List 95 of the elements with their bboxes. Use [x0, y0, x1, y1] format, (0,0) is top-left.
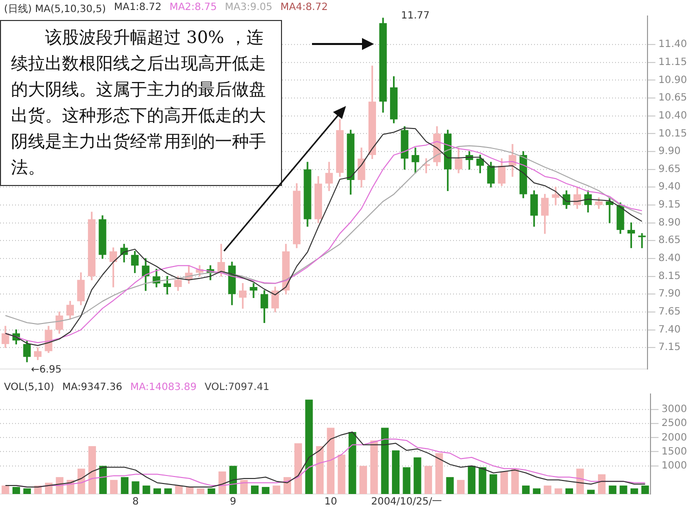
- y-tick-label: 1500: [662, 446, 688, 458]
- y-tick-label: 8.65: [658, 235, 681, 246]
- text: MA2:8.75: [169, 2, 217, 15]
- bar: [338, 454, 346, 494]
- y-tick-label: 7.15: [658, 342, 681, 354]
- y-tick-label: 9.15: [658, 200, 681, 211]
- y-tick-label: 9.65: [658, 164, 681, 175]
- bar: [240, 480, 248, 494]
- chart-title: VOL(5,10): [4, 382, 54, 393]
- bar: [120, 477, 128, 494]
- bar: [12, 486, 20, 494]
- bar: [392, 450, 400, 494]
- bar: [196, 488, 204, 494]
- bar: [608, 486, 616, 494]
- y-tick-label: 10.40: [658, 110, 688, 122]
- bar: [565, 488, 574, 494]
- y-tick-label: 8.90: [658, 217, 681, 228]
- chart-title: (日线) MA(5,10,30,5): [4, 2, 106, 16]
- bar: [142, 486, 150, 494]
- y-tick-label: 10.15: [658, 128, 688, 140]
- y-tick-label: 7.90: [658, 288, 681, 300]
- bar: [44, 482, 53, 494]
- bar: [132, 481, 140, 494]
- bar: [402, 467, 410, 494]
- bar: [110, 480, 118, 494]
- bar: [630, 488, 638, 494]
- bar: [294, 443, 302, 494]
- bar: [381, 428, 389, 494]
- bar: [23, 488, 31, 494]
- bar: [305, 400, 313, 494]
- y-tick-label: 11.15: [658, 56, 688, 68]
- y-tick-label: 8.40: [658, 253, 681, 264]
- y-tick-label: 9.40: [658, 182, 681, 193]
- bar: [78, 468, 86, 494]
- bar: [478, 467, 486, 494]
- y-tick-label: 2500: [662, 418, 688, 430]
- y-tick-label: 8.15: [658, 270, 681, 282]
- bar: [490, 474, 498, 494]
- bar: [348, 432, 356, 494]
- bar: [326, 428, 334, 494]
- x-tick-label: 9: [230, 496, 236, 508]
- bar: [414, 457, 422, 494]
- y-tick-label: 9.90: [658, 146, 681, 158]
- x-tick-label: 8: [132, 496, 139, 508]
- text: MA4:8.72: [280, 2, 328, 15]
- bar: [544, 486, 552, 494]
- y-tick-label: 3000: [662, 404, 688, 416]
- y-tick-label: 7.65: [658, 306, 681, 318]
- x-tick-label: 10: [324, 496, 338, 508]
- bar: [99, 466, 107, 494]
- bar: [598, 474, 606, 494]
- bar: [272, 486, 280, 494]
- text: MA3:9.05: [224, 2, 272, 15]
- bar: [468, 466, 476, 494]
- bar: [153, 488, 162, 494]
- text: MA:14083.89: [130, 382, 197, 393]
- bar: [446, 477, 454, 494]
- bar: [370, 440, 378, 494]
- bar: [424, 466, 432, 494]
- bar: [500, 471, 508, 494]
- bar: [208, 488, 216, 494]
- bar: [435, 453, 443, 494]
- bar: [576, 468, 584, 494]
- annotation: 该股波段升幅超过 30% ，连续拉出数根阳线之后出现高开低走的大阴线。这属于主力的最后做盘出货。这种形态下的高开低走的大阴线是主力出货经常用到的一种手法。: [0, 20, 282, 186]
- bar: [359, 466, 368, 494]
- bar: [186, 486, 194, 494]
- text: MA:9347.36: [62, 382, 122, 393]
- bar: [620, 486, 628, 494]
- bar: [457, 480, 465, 494]
- bar: [532, 488, 540, 494]
- bar: [251, 486, 259, 494]
- y-tick-label: 10.65: [658, 92, 688, 104]
- text: MA1:8.72: [114, 2, 162, 15]
- bar: [522, 486, 530, 494]
- annotation: ←6.95: [30, 364, 62, 376]
- y-tick-label: 7.40: [658, 324, 681, 336]
- y-tick-label: 11.40: [658, 39, 688, 50]
- bar: [2, 486, 10, 494]
- x-tick-label: 2004/10/25/一: [371, 496, 442, 508]
- bar: [316, 446, 324, 494]
- bar: [218, 471, 226, 494]
- bar: [641, 486, 649, 494]
- bar: [229, 466, 237, 494]
- bar: [262, 486, 270, 494]
- bar: [554, 488, 562, 494]
- bar: [175, 486, 183, 494]
- y-tick-label: 1000: [662, 460, 688, 472]
- y-tick-label: 2000: [662, 432, 688, 444]
- text: VOL:7097.41: [204, 382, 270, 393]
- bar: [587, 490, 595, 494]
- y-tick-label: 10.90: [658, 74, 688, 86]
- bar: [164, 488, 172, 494]
- bar: [88, 446, 96, 494]
- bar: [511, 468, 519, 494]
- annotation: 11.77: [401, 10, 430, 22]
